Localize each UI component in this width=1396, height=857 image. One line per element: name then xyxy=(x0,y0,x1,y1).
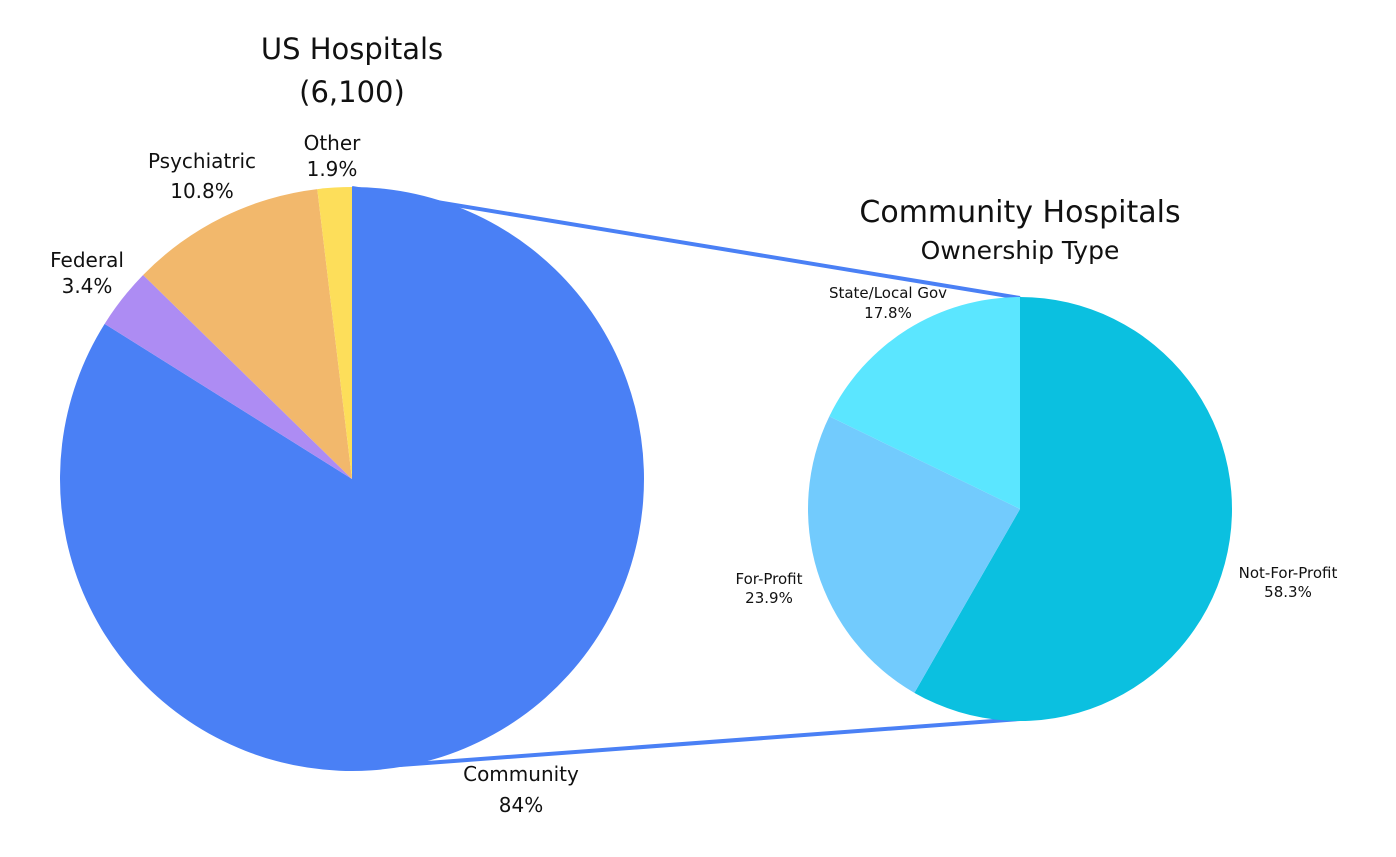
pie-slice-psychiatric xyxy=(143,189,352,479)
label-community: Community xyxy=(463,762,579,786)
value-federal: 3.4% xyxy=(62,274,113,298)
label-state-local-gov: State/Local Gov xyxy=(829,284,947,302)
connector-line-top xyxy=(351,186,1021,300)
pie-community-hospitals xyxy=(808,297,1233,721)
chart-title: US Hospitals xyxy=(261,32,443,66)
label-federal: Federal xyxy=(50,248,124,272)
connector-line-bottom xyxy=(399,717,1021,767)
pie-slice-not-for-profit xyxy=(914,297,1233,721)
chart-subtitle: (6,100) xyxy=(299,75,405,109)
pie-slice-other xyxy=(317,187,352,479)
sub-chart-title: Community Hospitals xyxy=(859,195,1180,230)
label-psychiatric: Psychiatric xyxy=(148,149,256,173)
value-not-for-profit: 58.3% xyxy=(1264,583,1312,601)
pie-us-hospitals xyxy=(60,187,645,771)
value-state-local-gov: 17.8% xyxy=(864,304,912,322)
label-other: Other xyxy=(304,131,362,155)
value-for-profit: 23.9% xyxy=(745,589,793,607)
value-community: 84% xyxy=(499,793,543,817)
sub-chart-subtitle: Ownership Type xyxy=(921,236,1120,265)
pie-slice-for-profit xyxy=(808,416,1020,693)
pie-slice-state-local-gov xyxy=(829,297,1020,509)
value-other: 1.9% xyxy=(307,157,358,181)
pie-slice-federal xyxy=(104,274,352,479)
value-psychiatric: 10.8% xyxy=(170,179,234,203)
label-not-for-profit: Not-For-Profit xyxy=(1239,564,1338,582)
label-for-profit: For-Profit xyxy=(735,570,802,588)
